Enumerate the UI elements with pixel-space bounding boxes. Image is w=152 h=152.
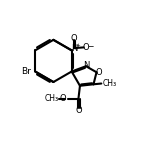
Text: CH₃: CH₃ bbox=[44, 94, 59, 103]
Text: O: O bbox=[71, 34, 77, 43]
Text: O: O bbox=[95, 68, 102, 77]
Text: N: N bbox=[83, 60, 90, 69]
Text: CH₃: CH₃ bbox=[103, 79, 117, 88]
Text: +: + bbox=[75, 43, 80, 48]
Text: O: O bbox=[75, 106, 82, 115]
Text: −: − bbox=[87, 42, 93, 51]
Text: O: O bbox=[60, 94, 66, 103]
Text: N: N bbox=[71, 44, 77, 53]
Text: Br: Br bbox=[21, 67, 31, 76]
Text: O: O bbox=[82, 43, 89, 52]
